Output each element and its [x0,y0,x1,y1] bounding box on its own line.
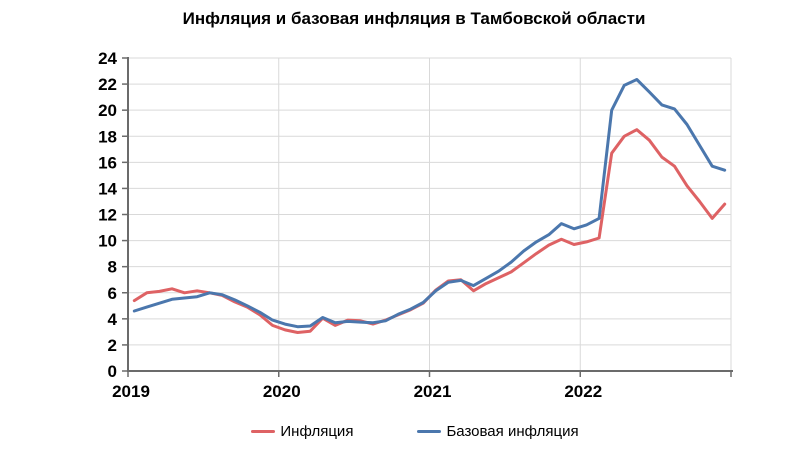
y-tick-label: 24 [98,49,117,68]
x-tick-label: 2019 [112,382,150,401]
y-tick-label: 22 [98,75,117,94]
y-tick-label: 16 [98,153,117,172]
y-tick-label: 6 [108,284,117,303]
axes [122,57,733,377]
y-tick-label: 10 [98,232,117,251]
y-tick-label: 2 [108,336,117,355]
legend-label-core-inflation: Базовая инфляция [446,423,579,440]
legend: Инфляция Базовая инфляция [0,423,800,440]
legend-swatch-core-inflation [417,430,442,433]
legend-swatch-inflation [251,430,276,433]
x-tick-label: 2021 [414,382,452,401]
y-tick-label: 4 [108,310,118,329]
x-tick-label: 2020 [263,382,301,401]
gridlines [128,57,732,371]
y-tick-label: 8 [108,258,117,277]
y-tick-label: 0 [108,362,117,381]
chart-title: Инфляция и базовая инфляция в Тамбовской… [182,9,646,28]
y-tick-label: 18 [98,127,117,146]
legend-item-inflation: Инфляция [251,423,353,440]
y-tick-label: 20 [98,101,117,120]
legend-item-core-inflation: Базовая инфляция [417,423,579,440]
y-tick-label: 14 [98,179,117,198]
x-tick-label: 2022 [564,382,602,401]
series-lines [132,78,727,334]
legend-label-inflation: Инфляция [280,423,354,440]
x-tick-labels: 2019 2020 2021 2022 [112,382,602,401]
y-tick-label: 12 [98,206,117,225]
core-inflation-line [132,78,727,329]
